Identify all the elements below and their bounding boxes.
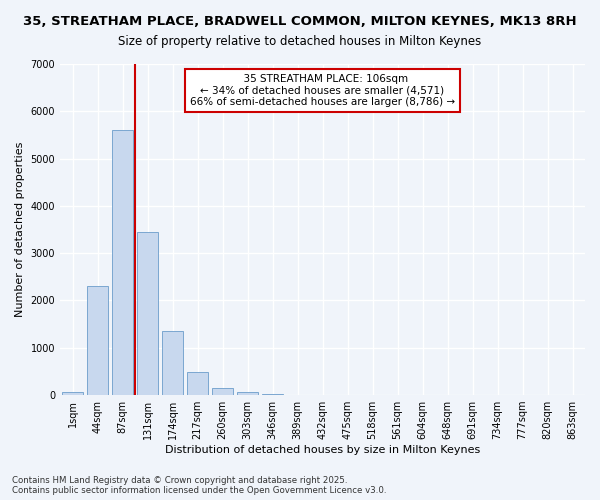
Bar bbox=[187, 372, 208, 395]
Text: 35, STREATHAM PLACE, BRADWELL COMMON, MILTON KEYNES, MK13 8RH: 35, STREATHAM PLACE, BRADWELL COMMON, MI… bbox=[23, 15, 577, 28]
Bar bbox=[262, 394, 283, 395]
Bar bbox=[212, 388, 233, 395]
Bar bbox=[237, 392, 258, 395]
Bar bbox=[62, 392, 83, 395]
Bar bbox=[87, 286, 108, 395]
Text: Contains HM Land Registry data © Crown copyright and database right 2025.
Contai: Contains HM Land Registry data © Crown c… bbox=[12, 476, 386, 495]
Text: 35 STREATHAM PLACE: 106sqm
← 34% of detached houses are smaller (4,571)
66% of s: 35 STREATHAM PLACE: 106sqm ← 34% of deta… bbox=[190, 74, 455, 107]
X-axis label: Distribution of detached houses by size in Milton Keynes: Distribution of detached houses by size … bbox=[165, 445, 480, 455]
Bar bbox=[162, 331, 183, 395]
Y-axis label: Number of detached properties: Number of detached properties bbox=[15, 142, 25, 317]
Bar bbox=[112, 130, 133, 395]
Bar bbox=[137, 232, 158, 395]
Text: Size of property relative to detached houses in Milton Keynes: Size of property relative to detached ho… bbox=[118, 35, 482, 48]
